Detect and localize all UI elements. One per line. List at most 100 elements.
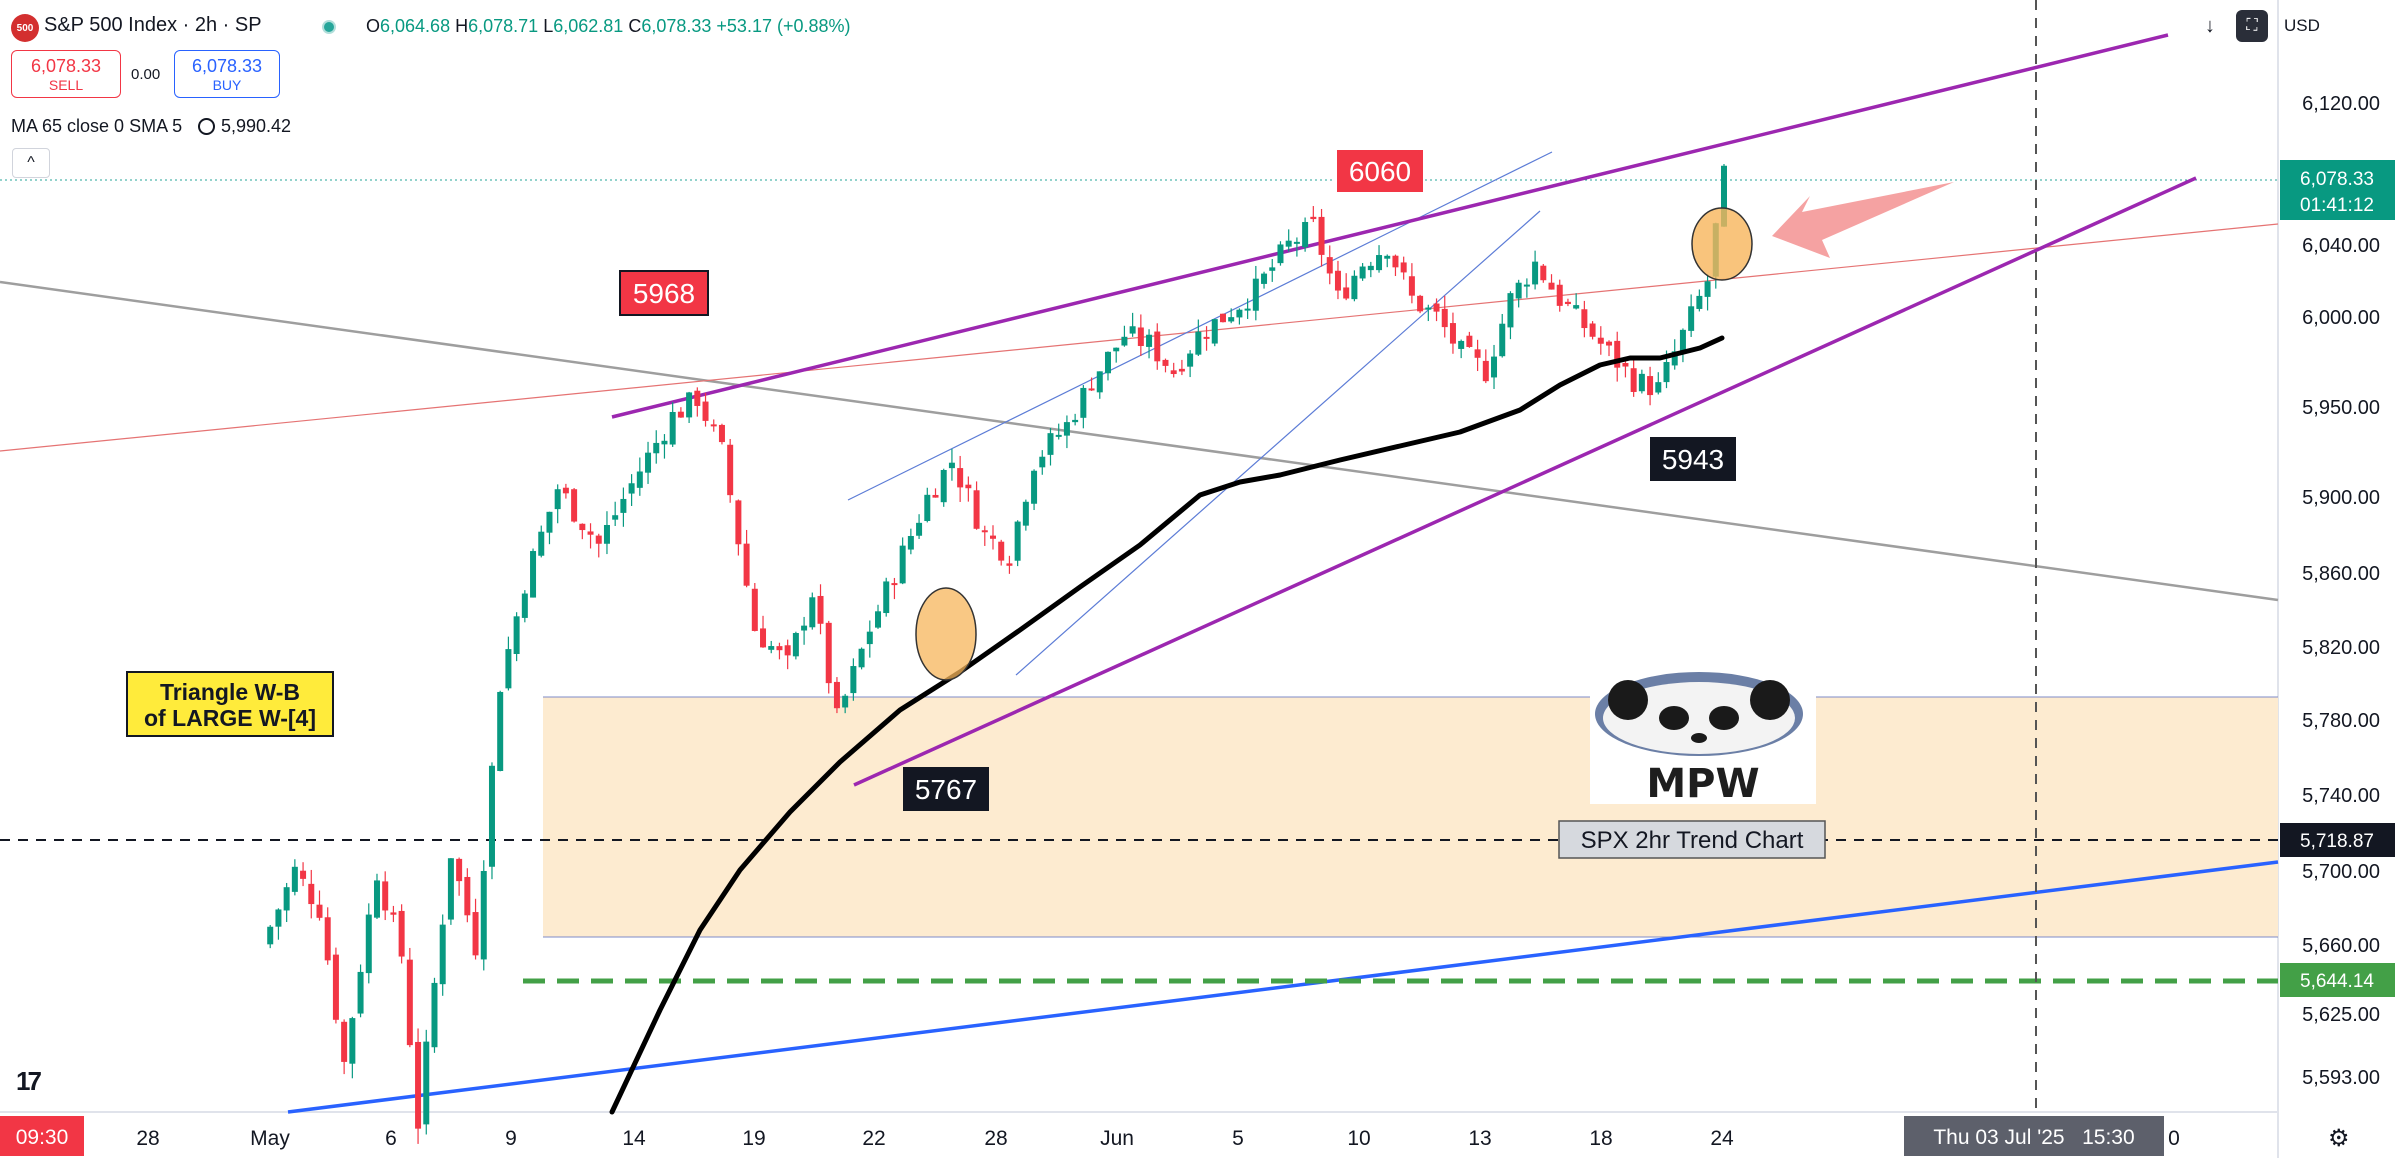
candle-body	[940, 469, 947, 503]
candle-body	[718, 424, 725, 443]
time-tick-label: 13	[1468, 1127, 1491, 1150]
candle-body	[702, 401, 709, 421]
candle-body	[275, 909, 282, 927]
tradingview-logo-icon[interactable]: 17	[16, 1066, 42, 1096]
fullscreen-icon[interactable]: ⛶	[2236, 10, 2268, 42]
candle-body	[1318, 216, 1325, 255]
candle-body	[1515, 282, 1522, 299]
candle-body	[817, 595, 824, 624]
candle-body	[349, 1018, 356, 1064]
candle-body	[1400, 262, 1407, 273]
candle-body	[571, 489, 578, 522]
svg-text:Thu 03 Jul '25 15:30: Thu 03 Jul '25 15:30	[1933, 1126, 2134, 1149]
buy-label: BUY	[212, 76, 242, 93]
sell-button[interactable]: 6,078.33 SELL	[11, 50, 121, 98]
indicator-label[interactable]: MA 65 close 0 SMA 5	[11, 116, 183, 136]
candle-body	[365, 914, 372, 974]
candle-body	[1047, 433, 1054, 455]
price-tick-label: 5,700.00	[2302, 861, 2380, 883]
ohlc-readout: O6,064.68 H6,078.71 L6,062.81 C6,078.33 …	[366, 16, 851, 37]
candle-body	[513, 616, 520, 654]
collapse-legend-button[interactable]: ^	[12, 148, 50, 178]
candle-body	[1096, 371, 1103, 393]
candle-body	[628, 483, 635, 494]
candle-body	[1622, 363, 1629, 367]
candle-body	[1326, 257, 1333, 274]
buy-price: 6,078.33	[191, 55, 263, 76]
candle-body	[1408, 276, 1415, 296]
candle-body	[1310, 216, 1317, 220]
highlight-ellipse-low	[915, 587, 977, 681]
candle-body	[883, 581, 890, 614]
candle-body	[1039, 456, 1046, 468]
candle-body	[1638, 373, 1645, 392]
candle-body	[1343, 287, 1350, 299]
candle-body	[1063, 422, 1070, 436]
candle-body	[447, 858, 454, 920]
symbol-title[interactable]: S&P 500 Index · 2h · SP	[44, 14, 262, 36]
candle-body	[998, 541, 1005, 561]
candle-body	[965, 484, 972, 489]
svg-text:Triangle W-B: Triangle W-B	[160, 679, 300, 705]
buy-button[interactable]: 6,078.33 BUY	[174, 50, 280, 98]
candle-body	[1581, 309, 1588, 329]
price-axis[interactable]: 6,120.00 6,040.00 6,000.00 5,950.00 5,900.00…	[2302, 93, 2380, 1089]
crosshair-time-tag: Thu 03 Jul '25 15:30	[1904, 1116, 2164, 1156]
candle-body	[1088, 388, 1095, 391]
candle-body	[768, 646, 775, 650]
candle-body	[916, 522, 923, 536]
time-tick-label: 22	[862, 1127, 885, 1150]
time-tick-label: Jun	[1100, 1127, 1134, 1150]
candle-body	[530, 551, 537, 598]
gear-icon[interactable]: ⚙	[2328, 1125, 2350, 1152]
svg-text:5968: 5968	[633, 278, 695, 309]
candle-body	[497, 691, 504, 771]
candle-body	[538, 531, 545, 556]
candle-body	[1499, 323, 1506, 357]
candle-body	[1154, 331, 1161, 362]
price-tick-label: 5,950.00	[2302, 397, 2380, 419]
candle-body	[464, 876, 471, 916]
candle-body	[1523, 284, 1530, 287]
candle-body	[1113, 347, 1120, 352]
candle-body	[1721, 165, 1727, 227]
candle-body	[1556, 284, 1563, 306]
symbol-logo-icon[interactable]: 500	[11, 14, 39, 42]
time-tick-label: 24	[1710, 1127, 1734, 1150]
candle-body	[1441, 308, 1448, 328]
svg-text:09:30: 09:30	[16, 1126, 69, 1149]
candle-body	[784, 645, 791, 656]
download-icon[interactable]: ↓	[2205, 14, 2215, 37]
candle-body	[332, 954, 339, 1020]
close-value: 6,078.33	[641, 16, 712, 36]
candle-body	[1392, 255, 1399, 268]
candle-body	[1417, 295, 1424, 312]
candle-body	[1252, 278, 1259, 311]
candle-body	[801, 625, 808, 631]
price-tick-label: 5,860.00	[2302, 563, 2380, 585]
candle-body	[957, 468, 964, 488]
candle-body	[694, 390, 701, 406]
market-status-icon[interactable]	[322, 20, 336, 34]
svg-text:SPX 2hr Trend Chart: SPX 2hr Trend Chart	[1581, 827, 1804, 854]
svg-text:of LARGE W-[4]: of LARGE W-[4]	[144, 705, 316, 731]
candle-body	[727, 444, 734, 496]
candle-body	[1564, 301, 1571, 305]
label-5968: 5968	[619, 270, 709, 316]
candle-body	[1129, 326, 1136, 334]
candle-body	[990, 535, 996, 539]
currency-selector[interactable]: USD	[2284, 16, 2320, 35]
price-tick-label: 6,000.00	[2302, 307, 2380, 329]
candle-body	[1597, 337, 1604, 344]
candle-body	[1466, 335, 1473, 347]
candle-body	[415, 1041, 422, 1129]
candle-body	[562, 487, 569, 494]
time-tick-label: 5	[1232, 1127, 1244, 1150]
candle-body	[1178, 368, 1185, 372]
time-axis[interactable]: 28 May 6 9 14 19 22 28 Jun 5 10 13 18 24 0	[136, 1127, 2180, 1150]
highlight-ellipse-high	[1691, 207, 1753, 281]
indicator-settings-icon[interactable]	[198, 118, 215, 135]
candle-body	[595, 535, 602, 544]
ma-65-line	[609, 335, 1725, 1115]
